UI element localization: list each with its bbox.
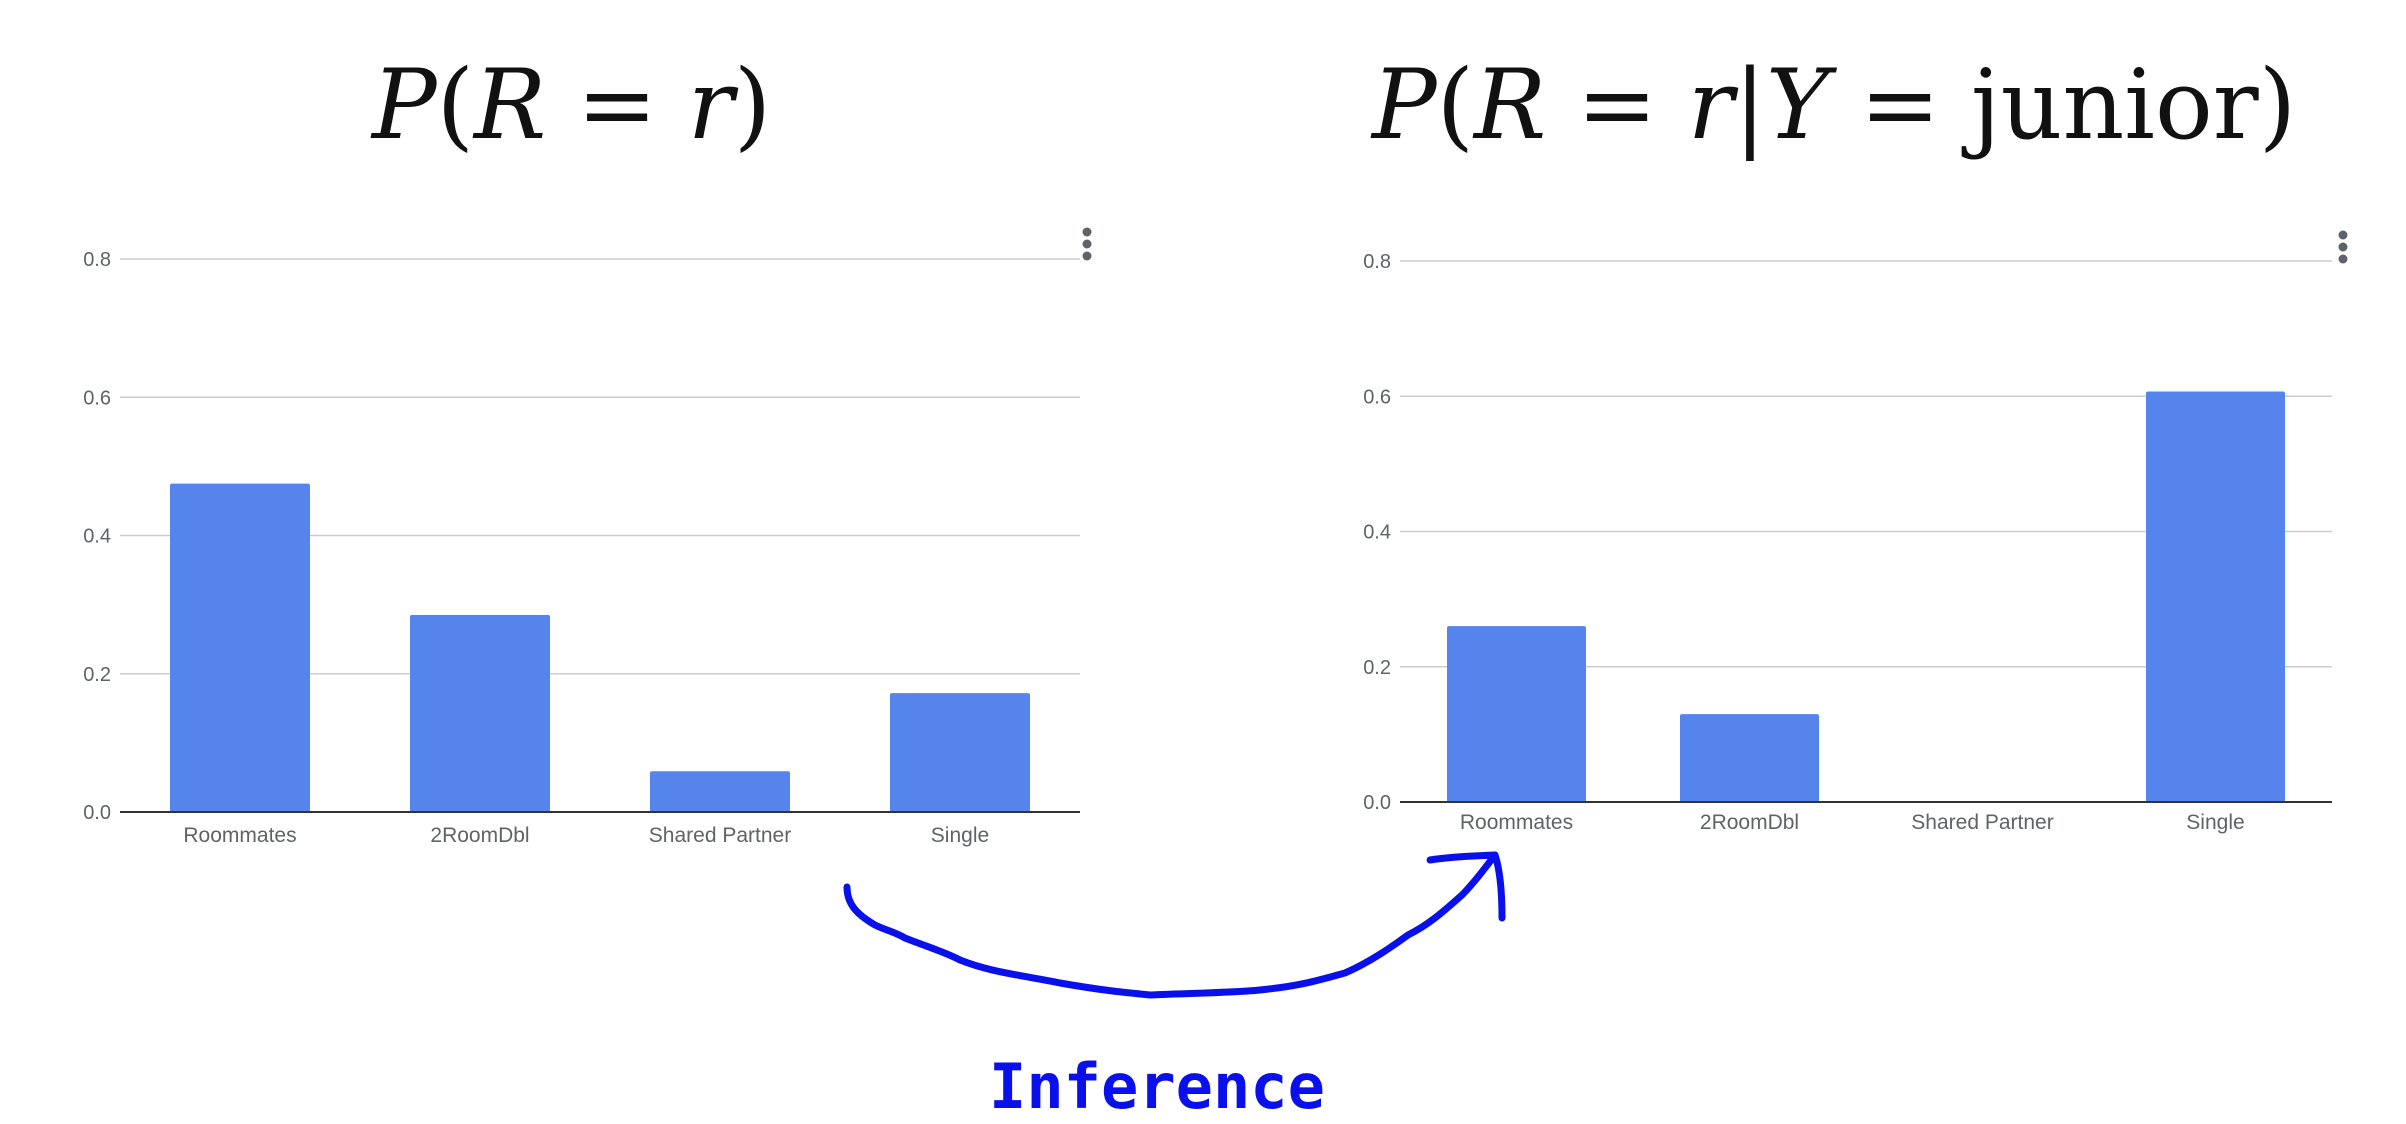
more-vert-icon-dot (1082, 227, 1092, 237)
y-tick-label: 0.0 (1363, 792, 1391, 814)
bar-shared-partner (650, 771, 790, 812)
y-tick-label: 0.2 (83, 664, 111, 686)
arrow-head (1426, 851, 1499, 864)
more-vert-icon-dot (2338, 254, 2348, 264)
more-vert-icon-dot (2338, 242, 2348, 252)
y-tick-label: 0.8 (1363, 251, 1391, 273)
x-tick-label: Shared Partner (649, 824, 791, 847)
bar-2roomdbl (410, 614, 550, 812)
bar-roommates (1447, 626, 1586, 802)
y-tick-label: 0.2 (1363, 657, 1391, 679)
chart-1-title: P(R = r) (370, 49, 771, 161)
x-tick-label: 2RoomDbl (1700, 811, 1799, 834)
chart-1-menu-icon[interactable] (1082, 227, 1092, 261)
chart-1: 0.0 0.2 0.4 0.6 0.8 Roommates 2RoomDbl Shared P… (83, 249, 1080, 847)
chart-2-menu-icon[interactable] (2338, 230, 2348, 264)
inference-arrow-icon (843, 851, 1506, 999)
chart-2-title: P(R = r|Y = junior) (1370, 49, 2296, 161)
bar-single (890, 693, 1030, 812)
more-vert-icon-dot (2338, 230, 2348, 240)
y-tick-label: 0.4 (83, 526, 111, 548)
bar-2roomdbl (1680, 714, 1819, 802)
y-tick-label: 0.6 (83, 387, 111, 409)
inference-label: Inference (989, 1050, 1325, 1123)
arrow-curve (843, 851, 1506, 999)
more-vert-icon-dot (1082, 251, 1092, 261)
chart-2: 0.0 0.2 0.4 0.6 0.8 Roommates 2RoomDbl Shared P… (1363, 251, 2332, 834)
x-tick-label: Roommates (183, 824, 296, 847)
x-tick-label: Shared Partner (1911, 811, 2053, 834)
x-tick-label: Single (931, 824, 989, 847)
more-vert-icon-dot (1082, 239, 1092, 249)
bar-roommates (170, 483, 310, 812)
x-tick-label: Single (2186, 811, 2244, 834)
y-tick-label: 0.0 (83, 802, 111, 824)
x-tick-label: Roommates (1460, 811, 1573, 834)
y-tick-label: 0.4 (1363, 522, 1391, 544)
y-tick-label: 0.8 (83, 249, 111, 271)
x-tick-label: 2RoomDbl (430, 824, 529, 847)
bar-single (2146, 391, 2285, 802)
y-tick-label: 0.6 (1363, 386, 1391, 408)
